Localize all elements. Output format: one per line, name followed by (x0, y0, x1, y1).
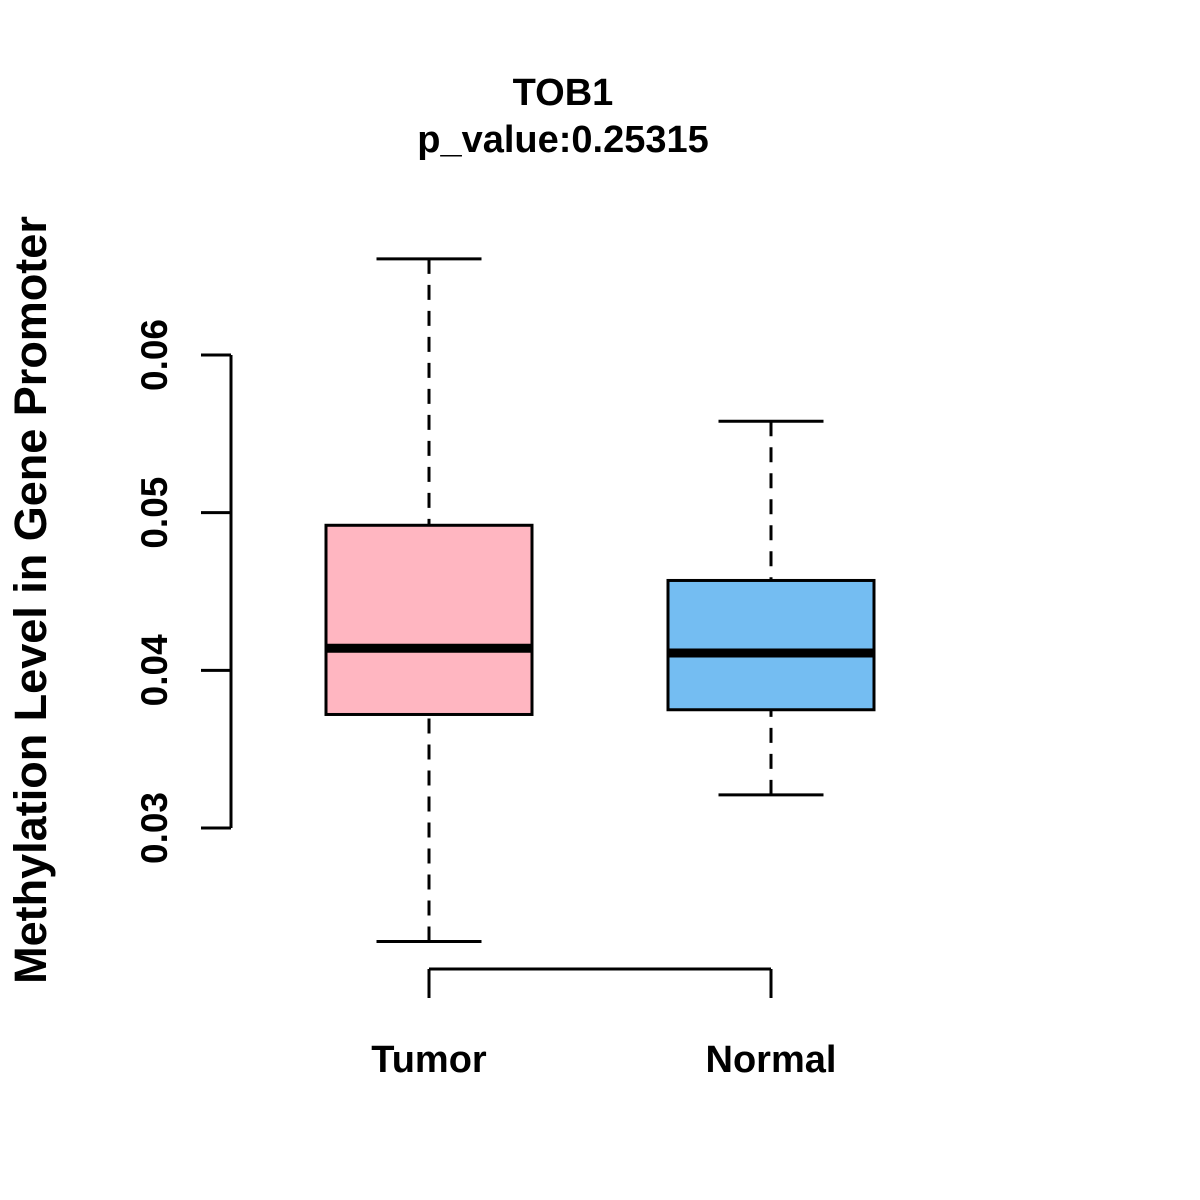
box-group-tumor (324, 257, 534, 944)
iqr-box-normal (666, 578, 876, 712)
category-label-tumor: Tumor (371, 1039, 487, 1081)
x-axis: Tumor Normal (371, 967, 837, 1081)
y-tick-label: 0.03 (134, 792, 175, 864)
category-label-normal: Normal (706, 1039, 837, 1081)
box-group-normal (666, 419, 876, 797)
y-tick-label: 0.05 (134, 477, 175, 549)
boxplot-series (324, 257, 876, 944)
y-axis: 0.03 0.04 0.05 0.06 (134, 319, 233, 864)
y-tick-label: 0.06 (134, 319, 175, 391)
chart-title: TOB1 (513, 72, 614, 114)
iqr-box-tumor (324, 523, 534, 716)
y-axis-label: Methylation Level in Gene Promoter (5, 216, 56, 984)
chart-subtitle: p_value:0.25315 (417, 119, 709, 161)
y-tick-label: 0.04 (134, 634, 175, 706)
